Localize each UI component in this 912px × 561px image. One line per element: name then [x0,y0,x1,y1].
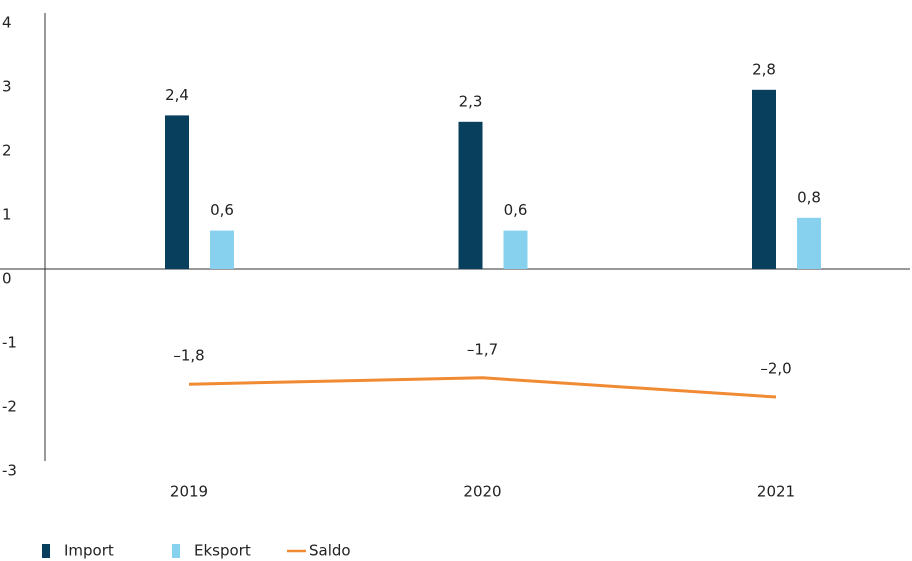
y-tick-label: -3 [2,462,17,480]
y-tick-label: -1 [2,334,17,352]
legend-label: Saldo [309,542,351,560]
value-label: 0,6 [210,201,234,219]
x-tick-label: 2020 [463,483,501,501]
value-label: 0,8 [797,188,821,206]
y-tick-label: -2 [2,398,17,416]
value-label: –2,0 [760,360,791,378]
line [188,376,777,399]
bar [458,121,483,269]
legend-label: Eksport [194,542,251,560]
y-tick-label: 4 [2,14,12,32]
x-tick-label: 2019 [170,483,208,501]
value-label: 2,3 [459,92,483,110]
x-tick-label: 2021 [757,483,795,501]
value-label: –1,7 [467,340,498,358]
bar [210,230,234,269]
bar [503,230,528,269]
y-tick-label: 2 [2,142,12,160]
legend-label: Import [64,542,114,560]
value-label: 2,8 [752,60,776,78]
legend-swatch [42,544,50,558]
bar [797,217,821,269]
y-tick-label: 1 [2,206,12,224]
bar [752,89,776,269]
value-label: 0,6 [504,201,528,219]
bar [165,115,189,270]
y-tick-label: 3 [2,78,12,96]
value-label: –1,8 [173,347,204,365]
value-label: 2,4 [165,86,189,104]
legend-swatch [172,544,180,558]
y-tick-label: 0 [2,270,12,288]
